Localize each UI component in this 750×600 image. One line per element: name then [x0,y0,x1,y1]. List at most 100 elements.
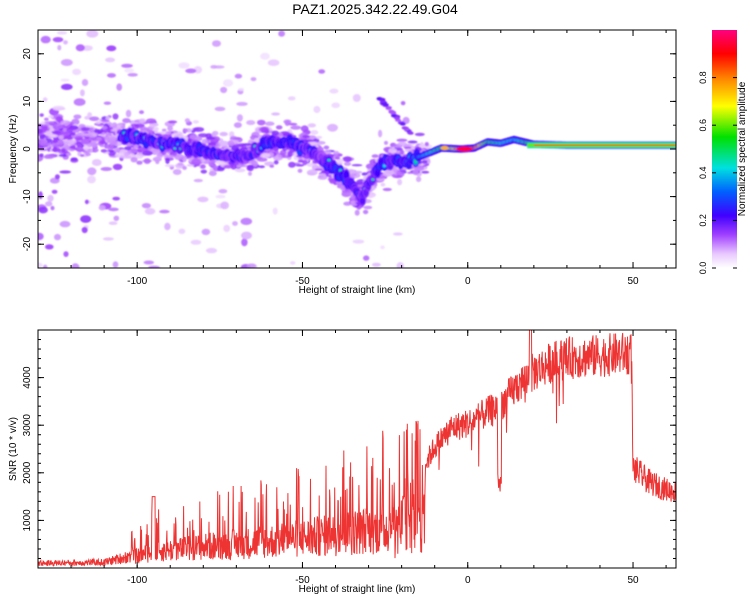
spectrogram-noise-blob [47,194,54,202]
spectrogram-halo-blob [264,121,275,126]
spectrogram-noise-blob [380,245,385,250]
spectrogram-noise-blob [141,203,151,209]
spectrogram-halo-blob [69,127,76,131]
snr-series-line [38,330,676,568]
spectrogram-noise-blob [72,68,82,76]
spectrogram-halo-blob [66,152,72,157]
spectrogram-halo-blob [300,125,309,132]
spectrogram-halo-blob [109,142,118,146]
spectrogram-noise-blob [38,191,43,200]
spectrogram-halo-blob [219,131,228,137]
spectrogram-halo-blob [211,132,216,137]
spectrogram-halo-blob [61,148,66,153]
spectrogram-halo-blob [419,142,424,148]
spectrogram-y-tick-label: 0 [22,146,33,152]
spectrogram-noise-blob [233,122,242,128]
spectrogram-halo-blob [124,146,132,151]
spectrogram-halo-blob [120,125,126,129]
spectrogram-noise-blob [50,205,55,211]
spectrogram-halo-blob [75,146,84,152]
spectrogram-halo-blob [412,169,419,176]
spectrogram-halo-blob [60,120,71,125]
spectrogram-halo-blob [205,136,216,140]
snr-y-tick-label: 3000 [22,414,33,437]
spectrogram-halo-blob [208,161,214,167]
spectrogram-noise-blob [327,123,338,132]
spectrogram-noise-blob [112,261,119,268]
spectrogram-halo-blob [247,164,254,169]
spectrogram-halo-blob [107,122,113,126]
spectrogram-halo-blob [156,153,163,159]
spectrogram-noise-blob [236,101,248,106]
spectrogram-band [533,144,676,146]
spectrogram-noise-blob [205,247,218,254]
spectrogram-halo-blob [39,153,44,158]
spectrogram-noise-blob [329,88,339,94]
spectrogram-halo-blob [193,127,205,132]
spectrogram-halo-blob [89,134,94,138]
spectrogram-noise-blob [363,255,370,261]
colorbar-tick-label: 0.4 [698,167,708,180]
spectrogram-halo-blob [55,107,66,111]
spectrogram-halo-blob [44,130,53,137]
spectrogram-halo-blob [334,156,341,160]
snr-x-tick-label: 50 [627,575,639,586]
spectrogram-halo-blob [172,169,182,175]
spectrogram-halo-blob [63,135,73,140]
spectrogram-noise-blob [84,199,89,205]
spectrogram-halo-blob [182,165,187,170]
colorbar-ticks: 0.0 0.2 0.4 0.6 0.8 [698,71,737,274]
spectrogram-halo-blob [75,137,83,141]
spectrogram-halo-blob [323,145,330,150]
spectrogram-halo-blob [269,164,275,168]
spectrogram-halo-blob [51,130,62,134]
spectrogram-halo-blob [421,170,430,174]
spectrogram-halo-blob [273,160,279,165]
spectrogram-noise-blob [378,129,383,138]
spectrogram-noise-blob [103,101,112,105]
spectrogram-halo-blob [421,160,428,164]
spectrogram-halo-blob [193,178,203,183]
spectrogram-halo-blob [287,150,293,158]
spectrogram-noise-blob [257,119,266,126]
spectrogram-halo-blob [317,175,328,180]
spectrogram-noise-blob [185,68,197,74]
spectrogram-halo-blob [341,190,352,198]
spectrogram-halo-blob [164,164,175,167]
spectrogram-halo-blob [343,161,352,166]
spectrogram-noise-blob [61,83,73,90]
spectrogram-halo-blob [260,152,271,158]
spectrogram-noise-blob [236,114,243,122]
spectrogram-halo-blob [315,135,323,139]
spectrogram-halo-blob [215,160,224,164]
spectrogram-noise-blob [210,65,218,69]
spectrogram-halo-blob [85,152,91,157]
spectrogram-noise-blob [45,201,53,207]
spectrogram-halo-blob [388,110,395,114]
spectrogram-noise-blob [57,44,62,51]
spectrogram-halo-blob [393,167,399,173]
spectrogram-halo-blob [297,168,303,173]
spectrogram-halo-blob [184,118,190,123]
spectrogram-halo-blob [89,116,100,122]
spectrogram-noise-blob [105,57,116,63]
spectrogram-halo-blob [343,156,352,163]
spectrogram-halo-blob [100,119,110,123]
spectrogram-halo-blob [416,176,422,183]
spectrogram-noise-blob [212,40,221,47]
spectrogram-noise-blob [91,159,102,166]
spectrogram-noise-blob [197,196,209,203]
spectrogram-noise-blob [60,78,70,82]
spectrogram-noise-blob [113,215,120,221]
spectrogram-noise-blob [159,209,170,214]
spectrogram-halo-blob [106,144,115,150]
spectrogram-halo-blob [135,154,144,159]
spectrogram-halo-blob [39,135,45,140]
spectrogram-halo-blob [191,158,201,165]
spectrogram-halo-blob [290,125,302,130]
spectrogram-noise-blob [87,175,96,184]
spectrogram-noise-blob [100,167,113,171]
spectrogram-halo-blob [230,163,237,170]
spectrogram-noise-blob [218,189,228,194]
